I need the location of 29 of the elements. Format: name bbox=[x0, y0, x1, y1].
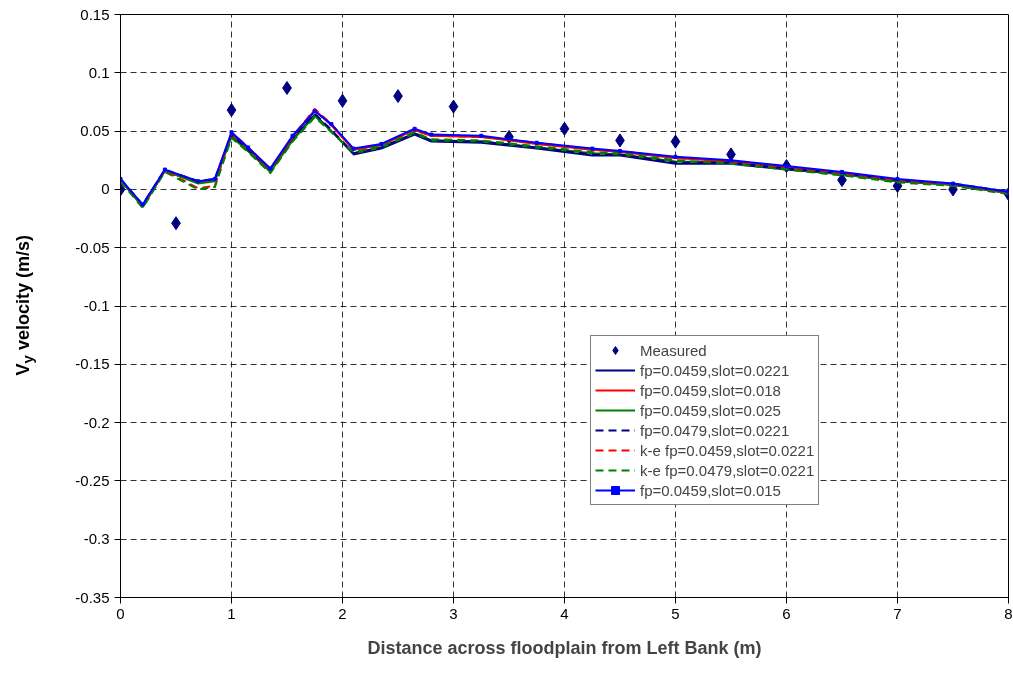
legend-label: fp=0.0459,slot=0.0221 bbox=[640, 361, 790, 379]
x-tick-label: 8 bbox=[1004, 604, 1013, 622]
legend-label: k-e fp=0.0479,slot=0.0221 bbox=[640, 461, 815, 479]
y-tick-label: -0.3 bbox=[83, 530, 110, 548]
y-tick-label: -0.2 bbox=[83, 413, 110, 431]
legend-label: fp=0.0479,slot=0.0221 bbox=[640, 421, 790, 439]
legend-label: fp=0.0459,slot=0.018 bbox=[640, 381, 781, 399]
x-tick-label: 5 bbox=[671, 604, 680, 622]
legend-label: k-e fp=0.0459,slot=0.0221 bbox=[640, 441, 815, 459]
legend-label: Measured bbox=[640, 341, 707, 359]
x-tick-label: 2 bbox=[338, 604, 347, 622]
x-axis-title: Distance across floodplain from Left Bank (m) bbox=[367, 637, 762, 658]
x-tick-label: 1 bbox=[227, 604, 236, 622]
y-tick-label: 0.15 bbox=[80, 5, 110, 23]
x-tick-label: 4 bbox=[560, 604, 569, 622]
y-tick-label: -0.25 bbox=[75, 471, 110, 489]
y-tick-label: -0.1 bbox=[83, 297, 110, 314]
legend-label: fp=0.0459,slot=0.015 bbox=[640, 481, 781, 499]
y-tick-label: 0.1 bbox=[88, 63, 110, 81]
x-tick-label: 7 bbox=[893, 604, 902, 622]
y-tick-label: 0 bbox=[101, 180, 110, 198]
x-tick-label: 3 bbox=[449, 604, 458, 622]
x-tick-label: 0 bbox=[116, 604, 125, 622]
y-tick-label: 0.05 bbox=[80, 122, 110, 140]
y-tick-label: -0.35 bbox=[75, 588, 110, 606]
y-tick-label: -0.05 bbox=[75, 238, 110, 256]
legend-label: fp=0.0459,slot=0.025 bbox=[640, 401, 781, 419]
y-tick-label: -0.15 bbox=[75, 355, 110, 373]
x-tick-label: 6 bbox=[782, 604, 791, 622]
